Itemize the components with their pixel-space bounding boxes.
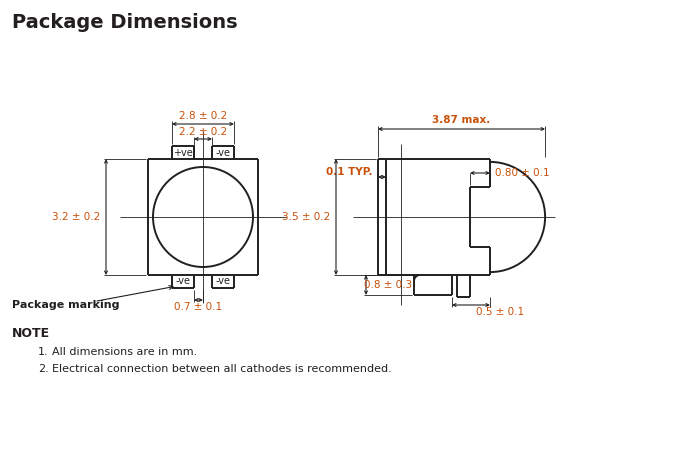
Text: Package marking: Package marking xyxy=(12,300,120,310)
Text: +ve: +ve xyxy=(173,148,193,158)
Text: 0.7 ± 0.1: 0.7 ± 0.1 xyxy=(174,302,223,312)
Text: 0.5 ± 0.1: 0.5 ± 0.1 xyxy=(476,307,524,317)
Text: 0.80 ± 0.1: 0.80 ± 0.1 xyxy=(495,168,550,178)
Text: -ve: -ve xyxy=(176,276,190,286)
Text: 2.: 2. xyxy=(38,364,48,374)
Text: 3.2 ± 0.2: 3.2 ± 0.2 xyxy=(52,212,100,222)
Text: All dimensions are in mm.: All dimensions are in mm. xyxy=(52,347,197,357)
Text: 1.: 1. xyxy=(38,347,48,357)
Text: 2.2 ± 0.2: 2.2 ± 0.2 xyxy=(179,127,227,137)
Text: Package Dimensions: Package Dimensions xyxy=(12,13,238,32)
Text: 3.87 max.: 3.87 max. xyxy=(433,115,491,125)
Text: 3.5 ± 0.2: 3.5 ± 0.2 xyxy=(282,212,330,222)
Text: -ve: -ve xyxy=(215,276,230,286)
Text: NOTE: NOTE xyxy=(12,327,50,340)
Text: 0.1 TYP.: 0.1 TYP. xyxy=(326,167,373,177)
Text: 0.8 ± 0.3: 0.8 ± 0.3 xyxy=(364,280,412,290)
Text: Electrical connection between all cathodes is recommended.: Electrical connection between all cathod… xyxy=(52,364,392,374)
Text: -ve: -ve xyxy=(215,148,230,158)
Text: 2.8 ± 0.2: 2.8 ± 0.2 xyxy=(179,111,227,121)
